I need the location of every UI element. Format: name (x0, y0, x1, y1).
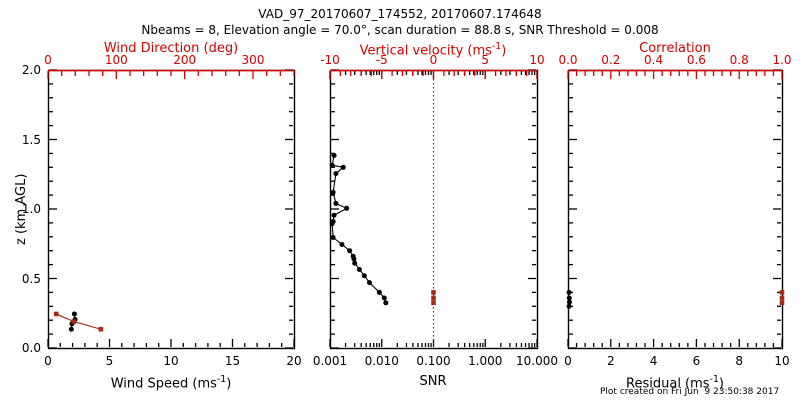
residual-marker (566, 289, 572, 295)
panel3-x-tick-label-1: 2 (606, 354, 615, 368)
vertical-velocity-marker (431, 290, 436, 295)
snr-marker (329, 162, 335, 168)
y-tick-label-4: 2.0 (21, 63, 41, 77)
y-axis-ticks (49, 69, 781, 349)
correlation-marker (779, 295, 785, 301)
top-axis-ticks (47, 69, 783, 79)
panel2-top-tick-label-1: -5 (375, 53, 388, 67)
p3-bat-tail: ) (718, 376, 724, 392)
p1-bat-tail: ) (226, 376, 232, 392)
vertical-velocity-marker (431, 295, 436, 301)
panel3-top-tick-label-3: 0.6 (686, 53, 706, 67)
y-tick-label-2: 1.0 (21, 202, 41, 216)
panel1-top-tick-label-1: 100 (104, 53, 128, 67)
wind-direction-line (56, 313, 102, 330)
panel2-x-tick-label-3: 1.000 (468, 354, 503, 368)
data-series (53, 71, 785, 347)
snr-marker (340, 164, 346, 170)
panel2-top-axis-title-tail: ) (501, 43, 507, 59)
wind-direction-marker (98, 326, 104, 332)
wind-direction-marker (71, 319, 77, 324)
panel3-bottom-axis-title: Residual (ms-1) (626, 374, 724, 392)
panel3-x-tick-label-5: 10 (774, 354, 790, 368)
panel3-top-tick-label-4: 0.8 (729, 53, 749, 67)
snr-marker (333, 200, 339, 206)
panel2-top-axis-title-sup: -1 (491, 41, 502, 52)
snr-marker (339, 241, 345, 247)
vertical-velocity-marker (431, 300, 436, 306)
snr-marker (344, 205, 350, 211)
panel3-x-tick-label-2: 4 (649, 354, 658, 368)
residual-marker (566, 295, 572, 301)
wind-speed-marker (68, 326, 74, 332)
snr-marker (330, 234, 336, 240)
panel3-top-tick-label-1: 0.2 (601, 53, 621, 67)
correlation-marker (779, 290, 785, 295)
panel3-top-tick-label-5: 1.0 (772, 53, 792, 67)
panel3-frame (567, 69, 784, 350)
plot-credit: Plot created on Fri Jun 9 23:50:38 2017 (600, 387, 780, 397)
plot-frames (47, 69, 784, 350)
p3-bat-main: Residual (ms (626, 376, 710, 392)
panel1-top-axis-title: Wind Direction (deg) (103, 41, 239, 56)
panel1-x-tick-label-2: 10 (163, 354, 179, 368)
residual-marker (566, 299, 572, 305)
panel2-bottom-axis-title: SNR (419, 374, 447, 389)
panel3-top-axis-title: Correlation (639, 41, 711, 56)
snr-marker (352, 260, 358, 266)
snr-marker (356, 266, 362, 272)
snr-marker (376, 289, 382, 295)
residual-marker (566, 303, 572, 309)
panel2-x-tick-label-1: 0.010 (364, 354, 399, 368)
panel2-x-tick-label-4: 10.000 (516, 354, 558, 368)
p1-bat-sup: -1 (216, 374, 227, 385)
snr-marker (330, 189, 336, 195)
panel2-top-tick-label-0: -10 (320, 53, 340, 67)
panel1-x-tick-label-3: 15 (224, 354, 241, 368)
p3-bat-sup: -1 (709, 374, 719, 385)
panel1-x-tick-label-0: 0 (44, 354, 52, 368)
panel2-top-tick-label-2: 0 (429, 53, 438, 67)
panel3-top-tick-label-0: 0.0 (558, 53, 578, 67)
panel2-top-axis-title-main: Vertical velocity (ms (359, 43, 492, 59)
snr-marker (331, 212, 337, 218)
snr-marker (329, 221, 335, 227)
panel3-x-tick-label-0: 0 (564, 354, 572, 368)
snr-line (331, 155, 387, 303)
snr-marker (361, 273, 367, 279)
panel2-top-axis-title: Vertical velocity (ms-1) (359, 41, 507, 59)
y-tick-label-1: 0.5 (21, 271, 41, 286)
panel2-x-tick-label-2: 0.100 (416, 354, 451, 368)
panel1-x-tick-label-4: 20 (286, 354, 302, 368)
panel3-x-tick-label-3: 6 (692, 354, 701, 368)
panel1-frame (47, 69, 296, 350)
page-title: VAD_97_20170607_174552, 20170607.174648 (258, 7, 542, 21)
panel2-top-tick-label-3: 5 (481, 53, 490, 67)
panel3-top-tick-label-2: 0.4 (644, 53, 664, 67)
snr-marker (351, 256, 357, 262)
y-tick-label-0: 0.0 (21, 341, 41, 355)
y-tick-label-3: 1.5 (21, 132, 41, 147)
wind-speed-marker (71, 311, 77, 317)
snr-marker (381, 295, 387, 301)
panel2-x-tick-label-0: 0.001 (312, 354, 348, 368)
snr-marker (367, 280, 373, 286)
wind-direction-marker (53, 311, 59, 317)
panel1-top-tick-label-0: 0 (44, 53, 52, 67)
panel2-top-tick-label-4: 10 (529, 53, 545, 67)
panel1-x-tick-label-1: 5 (105, 354, 114, 368)
p1-bat-main: Wind Speed (ms (110, 376, 217, 392)
panel1-bottom-axis-title: Wind Speed (ms-1) (110, 374, 232, 392)
snr-marker (333, 171, 339, 177)
bottom-axis-ticks (47, 71, 783, 347)
page-subtitle: Nbeams = 8, Elevation angle = 70.0°, sca… (141, 23, 659, 37)
snr-marker (331, 152, 337, 158)
panel3-x-tick-label-4: 8 (735, 354, 744, 368)
panel1-top-tick-label-2: 200 (173, 53, 197, 67)
snr-marker (383, 300, 389, 306)
snr-marker (347, 248, 353, 254)
correlation-marker (779, 300, 785, 306)
panel1-top-tick-label-3: 300 (241, 53, 265, 67)
